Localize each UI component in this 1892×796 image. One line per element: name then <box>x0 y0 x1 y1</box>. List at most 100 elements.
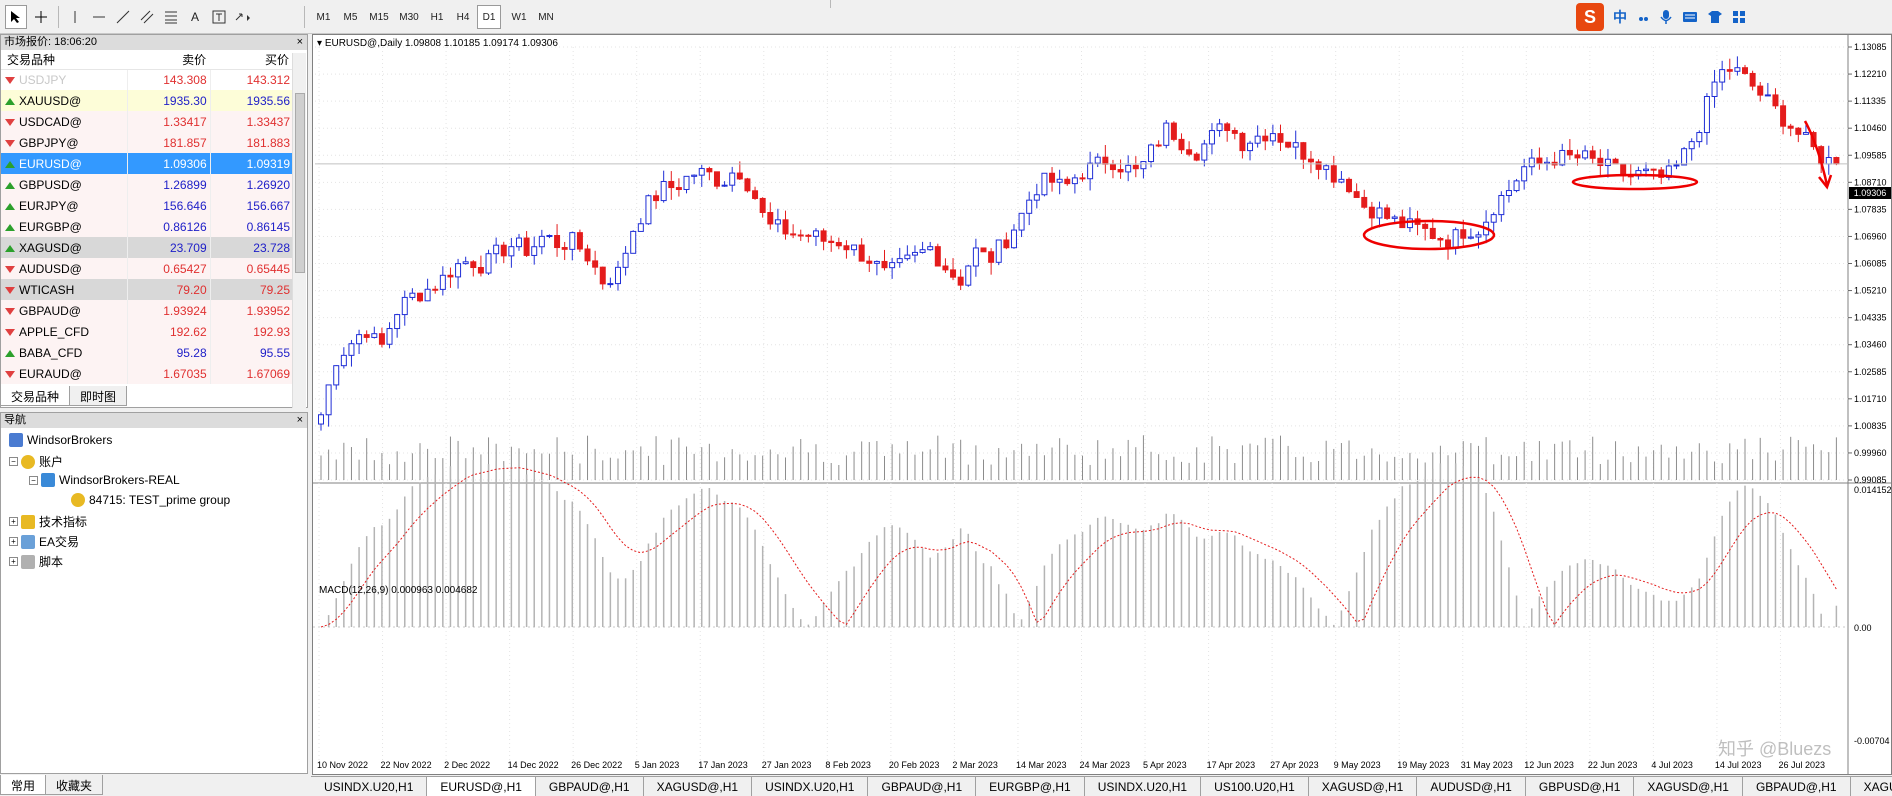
column-header-ask[interactable]: 买价 <box>210 50 293 70</box>
nav-indicators[interactable]: + 技术指标 <box>9 513 87 530</box>
symbol-cell[interactable]: USDJPY <box>1 69 127 90</box>
ask-cell[interactable]: 0.86145 <box>209 216 293 237</box>
chart-tab[interactable]: USINDX.U20,H1 <box>311 777 428 796</box>
close-icon[interactable]: × <box>296 36 303 48</box>
chart-tab[interactable]: EURGBP@,H1 <box>976 777 1085 796</box>
nav-expert-advisors[interactable]: + EA交易 <box>9 533 79 550</box>
bid-cell[interactable]: 23.709 <box>126 237 211 258</box>
chart-tab[interactable]: XAGUSD@,H1 <box>644 777 753 796</box>
symbol-cell[interactable]: GBPUSD@ <box>1 174 127 195</box>
chart-tab[interactable]: GBPAUD@,H1 <box>1743 777 1851 796</box>
table-row[interactable]: XAUUSD@ 1935.30 1935.56 <box>1 90 293 111</box>
chart-tab[interactable]: GBPUSD@,H1 <box>1526 777 1635 796</box>
symbol-cell[interactable]: AUDUSD@ <box>1 258 127 279</box>
table-row[interactable]: AUDUSD@ 0.65427 0.65445 <box>1 258 293 279</box>
nav-root[interactable]: WindsorBrokers <box>9 433 112 447</box>
nav-accounts[interactable]: − 账户 <box>9 453 63 470</box>
bid-cell[interactable]: 1.09306 <box>126 153 211 174</box>
ask-cell[interactable]: 1.93952 <box>209 300 293 321</box>
bid-cell[interactable]: 0.65427 <box>126 258 211 279</box>
table-row[interactable]: APPLE_CFD 192.62 192.93 <box>1 321 293 342</box>
chart-menu-icon[interactable]: ▾ <box>317 38 325 49</box>
bid-cell[interactable]: 1.26899 <box>126 174 211 195</box>
table-row[interactable]: EURAUD@ 1.67035 1.67069 <box>1 363 293 384</box>
table-row[interactable]: USDJPY 143.308 143.312 <box>1 69 293 90</box>
bid-cell[interactable]: 192.62 <box>126 321 211 342</box>
table-row[interactable]: EURGBP@ 0.86126 0.86145 <box>1 216 293 237</box>
expand-icon[interactable]: + <box>9 537 18 546</box>
chart-tab[interactable]: USINDX.U20,H1 <box>1085 777 1202 796</box>
chart-window[interactable]: 1.13085 1.12210 1.11335 1.10460 1.09585 1.087… <box>312 34 1892 775</box>
period-m30-button[interactable]: M30 <box>399 11 419 23</box>
nav-account-item[interactable]: 84715: TEST_prime group <box>71 493 230 507</box>
table-row[interactable]: WTICASH 79.20 79.25 <box>1 279 293 300</box>
bid-cell[interactable]: 0.86126 <box>126 216 211 237</box>
ask-cell[interactable]: 1.67069 <box>209 363 293 384</box>
symbol-cell[interactable]: EURAUD@ <box>1 363 127 384</box>
symbol-cell[interactable]: XAGUSD@ <box>1 237 127 258</box>
symbol-cell[interactable]: EURUSD@ <box>1 153 127 174</box>
punctuation-icon[interactable] <box>1636 10 1650 24</box>
tab-tick-chart[interactable]: 即时图 <box>69 386 128 406</box>
trendline-tool-button[interactable] <box>112 5 134 29</box>
ask-cell[interactable]: 192.93 <box>209 321 293 342</box>
chart-tab[interactable]: US100.U20,H1 <box>1201 777 1309 796</box>
crosshair-tool-button[interactable] <box>30 5 52 29</box>
table-row[interactable]: USDCAD@ 1.33417 1.33437 <box>1 111 293 132</box>
ask-cell[interactable]: 156.667 <box>209 195 293 216</box>
ask-cell[interactable]: 0.65445 <box>209 258 293 279</box>
bid-cell[interactable]: 1.33417 <box>126 111 211 132</box>
bid-cell[interactable]: 156.646 <box>126 195 211 216</box>
keyboard-icon[interactable] <box>1682 10 1698 24</box>
bid-cell[interactable]: 95.28 <box>126 342 211 363</box>
ask-cell[interactable]: 181.883 <box>209 132 293 153</box>
chart-tab[interactable]: XAGUSD@,H1 <box>1851 777 1892 796</box>
ask-cell[interactable]: 1935.56 <box>209 90 293 111</box>
ask-cell[interactable]: 143.312 <box>209 69 293 90</box>
period-mn-button[interactable]: MN <box>538 11 554 23</box>
microphone-icon[interactable] <box>1659 9 1673 25</box>
bid-cell[interactable]: 1.93924 <box>126 300 211 321</box>
sogou-logo[interactable]: S <box>1576 3 1604 31</box>
chart-tab[interactable]: XAGUSD@,H1 <box>1309 777 1418 796</box>
nav-scripts[interactable]: + 脚本 <box>9 553 63 570</box>
symbol-cell[interactable]: GBPJPY@ <box>1 132 127 153</box>
symbol-cell[interactable]: APPLE_CFD <box>1 321 127 342</box>
chart-tab[interactable]: GBPAUD@,H1 <box>536 777 644 796</box>
vertical-line-tool-button[interactable] <box>64 5 86 29</box>
chart-tab[interactable]: GBPAUD@,H1 <box>868 777 977 796</box>
arrows-tool-button[interactable] <box>232 5 254 29</box>
nav-server[interactable]: − WindsorBrokers-REAL <box>29 473 180 487</box>
chart-tab[interactable]: USINDX.U20,H1 <box>752 777 869 796</box>
channel-tool-button[interactable] <box>136 5 158 29</box>
bid-cell[interactable]: 1935.30 <box>126 90 211 111</box>
horizontal-line-tool-button[interactable] <box>88 5 110 29</box>
table-row[interactable]: EURJPY@ 156.646 156.667 <box>1 195 293 216</box>
symbol-cell[interactable]: EURGBP@ <box>1 216 127 237</box>
bid-cell[interactable]: 143.308 <box>126 69 211 90</box>
table-row[interactable]: GBPJPY@ 181.857 181.883 <box>1 132 293 153</box>
symbol-cell[interactable]: GBPAUD@ <box>1 300 127 321</box>
market-watch-scrollbar[interactable] <box>292 53 306 408</box>
ime-lang-toggle[interactable]: 中 <box>1613 9 1627 25</box>
tab-symbols[interactable]: 交易品种 <box>0 386 71 406</box>
scrollbar-thumb[interactable] <box>295 93 305 273</box>
table-row[interactable]: GBPUSD@ 1.26899 1.26920 <box>1 174 293 195</box>
bid-cell[interactable]: 79.20 <box>126 279 211 300</box>
collapse-icon[interactable]: − <box>29 475 38 485</box>
ask-cell[interactable]: 95.55 <box>209 342 293 363</box>
table-row[interactable]: BABA_CFD 95.28 95.55 <box>1 342 293 363</box>
bid-cell[interactable]: 1.67035 <box>126 363 211 384</box>
toolbox-icon[interactable] <box>1732 10 1746 24</box>
chart-tab[interactable]: AUDUSD@,H1 <box>1417 777 1526 796</box>
ask-cell[interactable]: 79.25 <box>209 279 293 300</box>
expand-icon[interactable]: + <box>9 557 18 566</box>
tab-common[interactable]: 常用 <box>0 775 47 795</box>
skin-icon[interactable] <box>1707 10 1723 24</box>
table-row[interactable]: EURUSD@ 1.09306 1.09319 <box>1 153 293 174</box>
symbol-cell[interactable]: WTICASH <box>1 279 127 300</box>
period-m15-button[interactable]: M15 <box>369 11 389 23</box>
column-header-bid[interactable]: 卖价 <box>127 50 211 70</box>
expand-icon[interactable]: + <box>9 517 18 526</box>
period-h1-button[interactable]: H1 <box>430 11 444 23</box>
